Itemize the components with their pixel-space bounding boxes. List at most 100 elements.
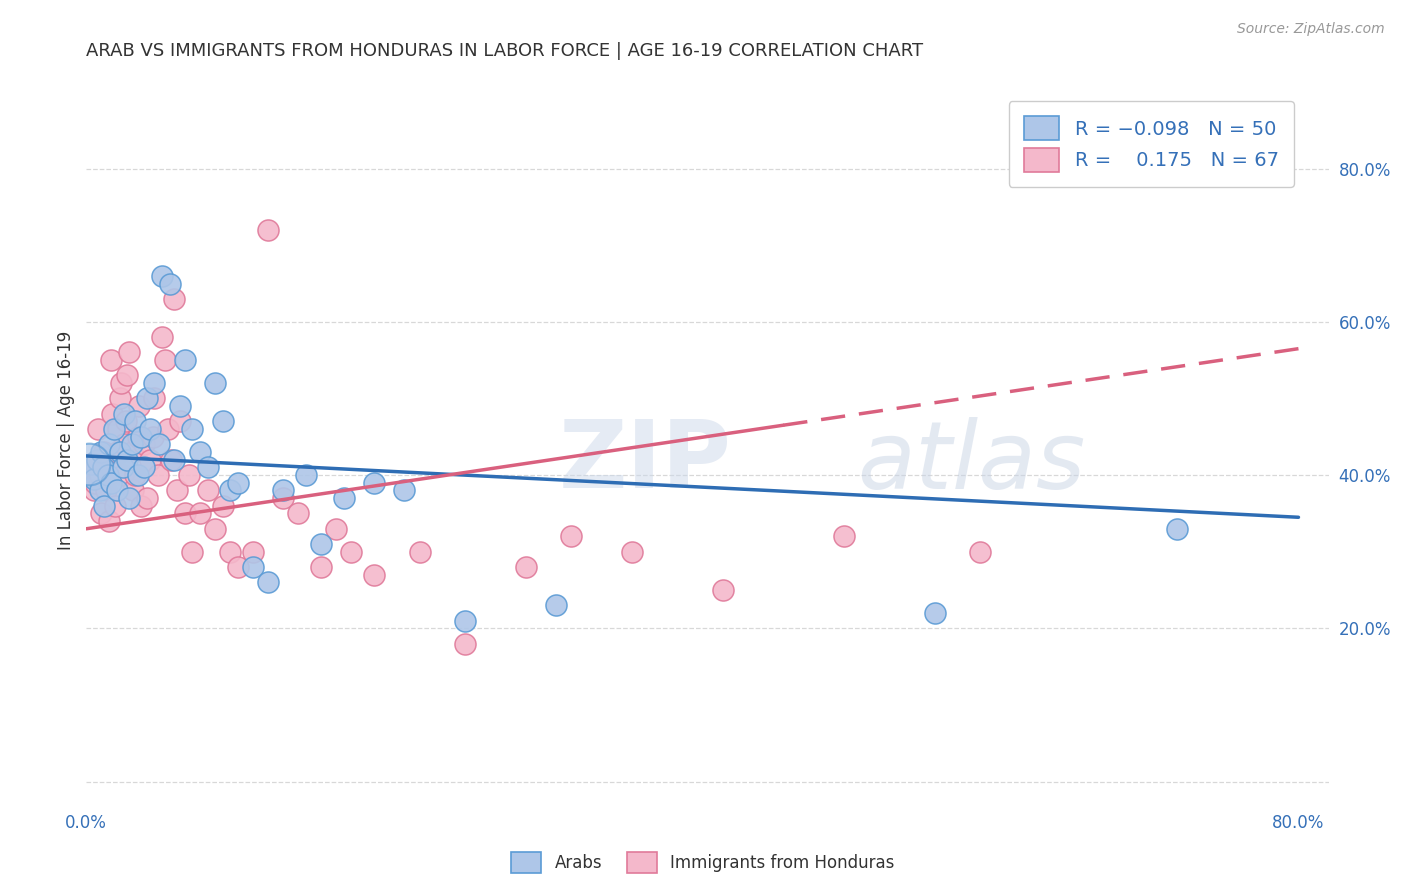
Point xyxy=(94,483,117,498)
Point xyxy=(394,483,416,498)
Point xyxy=(96,468,118,483)
Point xyxy=(295,468,318,483)
Point xyxy=(111,468,134,483)
Point xyxy=(160,452,183,467)
Point xyxy=(105,483,128,498)
Point xyxy=(107,422,129,436)
Point xyxy=(115,452,138,467)
Point xyxy=(257,223,280,237)
Point xyxy=(173,353,195,368)
Point xyxy=(118,345,141,359)
Point xyxy=(560,529,582,543)
Point xyxy=(83,483,105,498)
Point xyxy=(163,292,186,306)
Point xyxy=(166,483,188,498)
Point xyxy=(150,330,173,344)
Point xyxy=(150,268,173,283)
Point xyxy=(169,399,191,413)
Point xyxy=(219,545,242,559)
Point xyxy=(132,460,155,475)
Point xyxy=(90,445,112,459)
Point xyxy=(173,507,195,521)
Point xyxy=(98,514,121,528)
Text: Source: ZipAtlas.com: Source: ZipAtlas.com xyxy=(1237,22,1385,37)
Point xyxy=(211,415,233,429)
Point xyxy=(181,422,204,436)
Point xyxy=(197,483,219,498)
Point xyxy=(84,475,107,490)
Point xyxy=(204,376,226,391)
Point xyxy=(100,475,122,490)
Text: ZIP: ZIP xyxy=(558,417,731,508)
Point xyxy=(211,499,233,513)
Point xyxy=(112,407,135,421)
Point xyxy=(139,422,162,436)
Point xyxy=(91,460,114,475)
Point xyxy=(271,491,294,505)
Point xyxy=(188,445,211,459)
Point xyxy=(924,606,946,620)
Point xyxy=(83,472,105,486)
Point xyxy=(135,491,157,505)
Y-axis label: In Labor Force | Age 16-19: In Labor Force | Age 16-19 xyxy=(58,331,75,550)
Point xyxy=(179,468,201,483)
Point xyxy=(127,468,149,483)
Point xyxy=(515,560,537,574)
Point xyxy=(711,583,734,598)
Point xyxy=(188,507,211,521)
Point xyxy=(363,567,385,582)
Point xyxy=(226,560,249,574)
Point xyxy=(108,392,131,406)
Point xyxy=(226,475,249,490)
Point xyxy=(969,545,991,559)
Text: atlas: atlas xyxy=(856,417,1085,508)
Point xyxy=(620,545,643,559)
Point xyxy=(325,522,347,536)
Point xyxy=(121,445,143,459)
Point xyxy=(163,452,186,467)
Legend: R = −0.098   N = 50, R =    0.175   N = 67: R = −0.098 N = 50, R = 0.175 N = 67 xyxy=(1008,101,1294,187)
Point xyxy=(112,437,135,451)
Point xyxy=(124,415,146,429)
Point xyxy=(103,452,125,467)
Point xyxy=(143,392,166,406)
Point xyxy=(105,445,128,459)
Point xyxy=(90,507,112,521)
Point xyxy=(242,560,264,574)
Point xyxy=(111,460,134,475)
Point xyxy=(103,422,125,436)
Point xyxy=(454,614,477,628)
Point xyxy=(219,483,242,498)
Point xyxy=(143,376,166,391)
Point xyxy=(1166,522,1188,536)
Point xyxy=(104,499,127,513)
Point xyxy=(114,415,136,429)
Point xyxy=(121,437,143,451)
Point xyxy=(333,491,356,505)
Legend: Arabs, Immigrants from Honduras: Arabs, Immigrants from Honduras xyxy=(505,846,901,880)
Point xyxy=(100,353,122,368)
Point xyxy=(79,457,101,471)
Point xyxy=(129,430,152,444)
Point xyxy=(127,430,149,444)
Point xyxy=(80,457,103,471)
Point xyxy=(148,437,170,451)
Point xyxy=(87,422,110,436)
Point xyxy=(132,437,155,451)
Point xyxy=(93,445,115,459)
Point xyxy=(309,560,332,574)
Point xyxy=(110,376,132,391)
Point xyxy=(271,483,294,498)
Point xyxy=(146,468,169,483)
Point xyxy=(454,637,477,651)
Point xyxy=(142,430,165,444)
Point xyxy=(135,392,157,406)
Point xyxy=(122,483,145,498)
Point xyxy=(118,491,141,505)
Point xyxy=(544,599,567,613)
Point xyxy=(242,545,264,559)
Point xyxy=(197,460,219,475)
Point xyxy=(181,545,204,559)
Point xyxy=(129,499,152,513)
Text: ARAB VS IMMIGRANTS FROM HONDURAS IN LABOR FORCE | AGE 16-19 CORRELATION CHART: ARAB VS IMMIGRANTS FROM HONDURAS IN LABO… xyxy=(86,42,924,60)
